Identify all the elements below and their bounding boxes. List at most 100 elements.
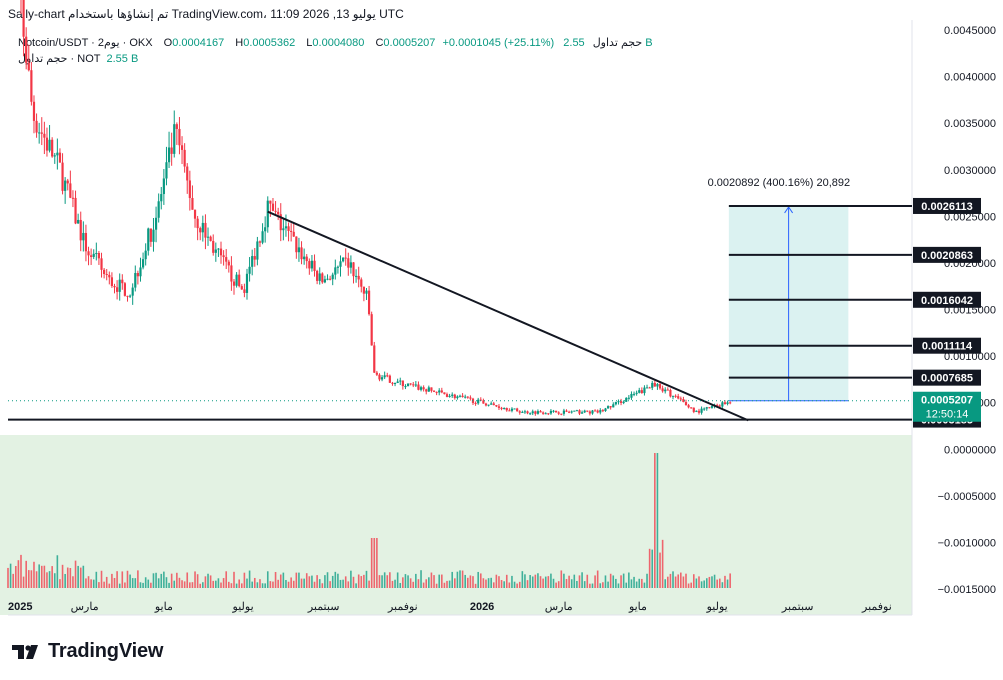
candle-body <box>274 210 277 212</box>
candle-body <box>682 399 685 403</box>
candle-body <box>183 149 186 167</box>
volume-bar <box>43 565 46 588</box>
x-tick-label: 2025 <box>8 601 32 613</box>
change-value: +0.0001045 (+25.11%) <box>442 37 555 49</box>
drawings[interactable] <box>8 210 912 422</box>
candle-body <box>438 390 441 393</box>
volume-bar <box>526 580 529 588</box>
volume-bar <box>352 576 355 588</box>
time-axis[interactable]: 2025 مارس مايو يوليو سبتمبر نوفمبر 2026 مارس ماي… <box>8 601 892 613</box>
candle-body <box>35 120 38 133</box>
volume-bar <box>87 576 90 588</box>
price-chart[interactable]: 0.0020892 (400.16%) 20,892 0.00450000.00… <box>0 0 1003 630</box>
volume-bar <box>583 581 586 588</box>
volume2-label[interactable]: حجم تداول · NOT <box>18 53 101 65</box>
volume-bar <box>544 576 547 588</box>
volume-bar <box>103 581 105 588</box>
measure-tool[interactable]: 0.0020892 (400.16%) 20,892 <box>708 177 851 402</box>
volume-bar <box>144 577 147 588</box>
volume-bar <box>7 567 9 588</box>
candle-body <box>536 411 540 414</box>
volume-bar <box>259 579 261 588</box>
candle-body <box>723 402 727 405</box>
candle-body <box>287 226 290 231</box>
volume-bar <box>622 573 625 588</box>
candle-body <box>430 387 433 391</box>
volume-bar <box>576 580 578 588</box>
candle-body <box>677 396 680 399</box>
candle-body <box>290 230 293 232</box>
volume-bar <box>298 572 300 588</box>
volume-bar <box>118 583 121 588</box>
volume-bar <box>521 571 524 588</box>
volume-bar <box>176 572 178 588</box>
y-tick-label: 0.0010000 <box>944 351 996 363</box>
volume-bar <box>565 578 568 588</box>
candle-body <box>165 162 168 179</box>
volume-bar <box>557 581 560 588</box>
candle-body <box>510 408 514 411</box>
volume-bar <box>539 576 542 588</box>
candle-body <box>235 274 238 286</box>
volume-bar <box>524 574 526 588</box>
volume-bar <box>25 560 27 588</box>
candle-body <box>136 273 139 277</box>
candle-body <box>391 382 394 384</box>
volume-bar <box>111 573 113 588</box>
volume-bar <box>705 578 708 588</box>
price-axis[interactable]: 0.0045000 0.0040000 0.0035000 0.0030000 0.00… <box>938 25 996 596</box>
volume-bar <box>35 571 38 588</box>
x-tick-label: مارس <box>71 601 99 613</box>
volume-bar <box>30 570 33 588</box>
candle-body <box>131 287 134 296</box>
volume-bar <box>155 572 157 588</box>
tradingview-logo-icon <box>12 644 38 659</box>
countdown-label: 12:50:14 <box>926 409 969 421</box>
candle-body <box>284 226 288 229</box>
volume-bar <box>347 581 350 588</box>
candle-body <box>440 390 443 393</box>
volume-bar <box>331 575 334 588</box>
volume-bar <box>659 552 661 588</box>
candle-body <box>383 375 386 378</box>
volume-bar <box>368 580 370 588</box>
candle-body <box>365 290 368 294</box>
volume-bar <box>124 582 126 588</box>
candle-body <box>238 274 241 287</box>
volume-bar <box>381 575 383 588</box>
volume-bar <box>38 564 40 588</box>
candle-body <box>191 198 194 210</box>
candle-body <box>79 219 82 241</box>
x-tick-label: مارس <box>545 601 573 613</box>
volume-bar <box>181 580 183 588</box>
volume-bar <box>196 574 199 588</box>
candle-body <box>565 410 568 412</box>
candle-body <box>666 389 669 391</box>
candle-body <box>599 410 602 413</box>
candle-body <box>58 152 62 163</box>
candle-body <box>417 384 420 390</box>
candle-body <box>300 247 303 260</box>
volume-bar <box>472 576 474 588</box>
volume-bar <box>570 579 573 588</box>
candle-body <box>360 279 363 287</box>
candle-body <box>214 249 217 253</box>
volume-bar <box>573 574 576 588</box>
volume-bar <box>20 554 22 588</box>
volume-bar <box>643 582 646 588</box>
target-level-label: 0.0020863 <box>921 250 973 262</box>
candle-body <box>414 384 417 386</box>
target-level-box <box>913 291 981 308</box>
candle-body <box>105 274 108 276</box>
candle-body <box>539 411 542 413</box>
volume-bar <box>191 582 194 588</box>
target-level-label: 0.0026113 <box>921 201 972 213</box>
candle-body <box>555 410 558 413</box>
volume-bar <box>77 565 79 588</box>
candle-body <box>427 387 430 392</box>
symbol-label[interactable]: Notcoin/USDT · 2يوم · OKX <box>18 37 153 49</box>
volume-bar <box>646 573 648 588</box>
descending-trendline <box>267 210 749 422</box>
candle-body <box>357 275 360 280</box>
candle-body <box>30 70 33 102</box>
